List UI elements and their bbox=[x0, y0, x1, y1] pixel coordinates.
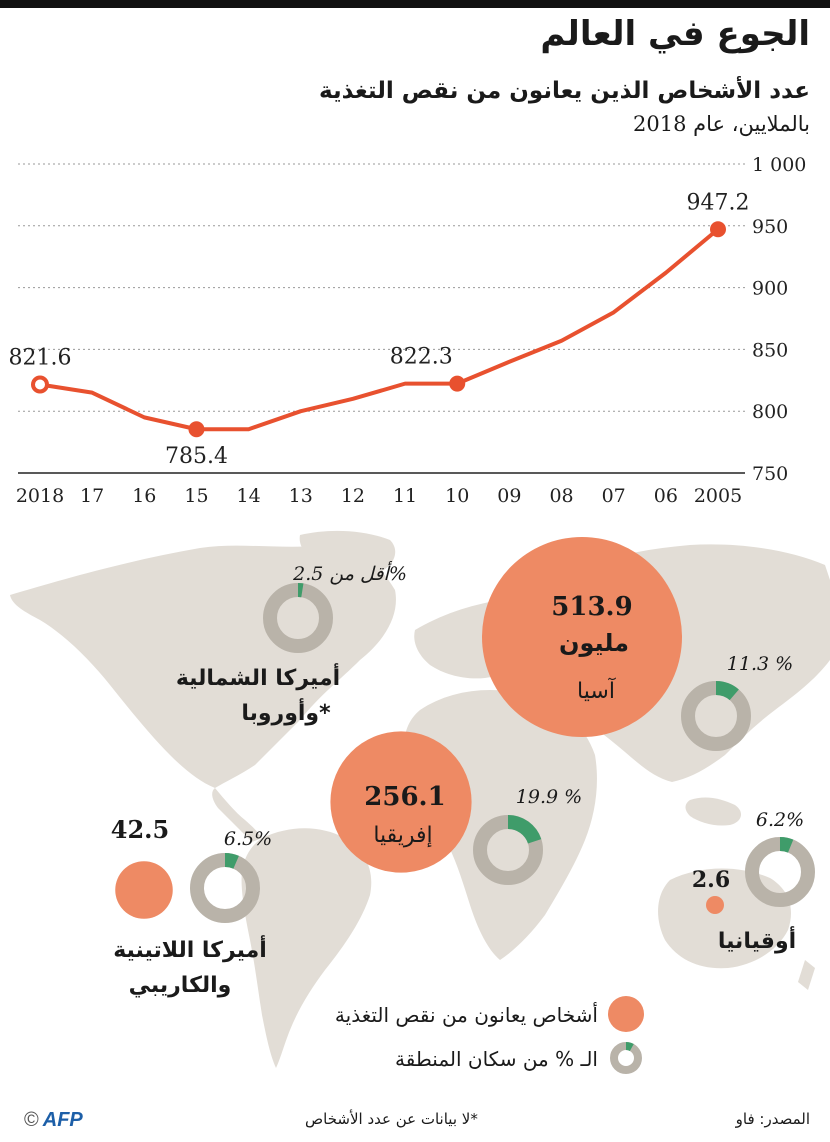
bubble-oceania bbox=[706, 896, 724, 914]
logo-text: AFP bbox=[42, 1109, 83, 1131]
latin-america-value: 42.5 bbox=[111, 815, 169, 844]
north-america-europe-share-label: أقل من 2.5% bbox=[292, 561, 407, 585]
data-label: 822.3 bbox=[390, 345, 453, 370]
data-point bbox=[31, 375, 49, 394]
x-tick-label: 06 bbox=[654, 485, 678, 507]
oceania-donut-share bbox=[745, 837, 815, 907]
line-chart: 750 800 850 900 950 1 000 2005 06 07 08 09 10 11 12 13… bbox=[9, 154, 807, 507]
data-label: 821.6 bbox=[9, 346, 72, 371]
latin-america-share-label: 6.5% bbox=[224, 828, 272, 850]
data-point bbox=[188, 421, 205, 438]
page-title: الجوع في العالم bbox=[540, 14, 810, 54]
data-label: 947.2 bbox=[687, 190, 750, 215]
latin-america-donut-share bbox=[190, 853, 260, 923]
africa-value: 256.1 bbox=[364, 782, 445, 812]
africa-donut-share bbox=[473, 815, 543, 885]
copyright-symbol: © bbox=[24, 1109, 39, 1131]
bubble-asia bbox=[482, 537, 682, 737]
oceania-name: أوقيانيا bbox=[718, 925, 796, 954]
footnote: *لا بيانات عن عدد الأشخاص bbox=[305, 1110, 478, 1128]
bubble-latin-america bbox=[115, 861, 173, 919]
x-tick-label: 08 bbox=[549, 485, 573, 507]
oceania-value: 2.6 bbox=[692, 867, 730, 893]
x-tick-label: 14 bbox=[237, 485, 261, 507]
x-tick-label: 15 bbox=[184, 485, 208, 507]
north-america-europe-name: أميركا الشمالية bbox=[176, 662, 340, 691]
legend-donut-label: الـ % من سكان المنطقة bbox=[395, 1047, 598, 1071]
oceania-share-label: 6.2% bbox=[756, 809, 804, 831]
y-tick-label: 800 bbox=[752, 401, 788, 423]
y-tick-label: 950 bbox=[752, 216, 788, 238]
afp-logo: © AFP bbox=[24, 1109, 83, 1132]
africa-share-label: 19.9 % bbox=[516, 786, 582, 808]
data-point bbox=[449, 375, 466, 392]
chart-subtitle: عدد الأشخاص الذين يعانون من نقص التغذية bbox=[319, 78, 810, 104]
chart-unit: بالملايين، عام 2018 bbox=[633, 112, 810, 136]
asia-value: 513.9 bbox=[551, 592, 632, 622]
top-rule bbox=[0, 0, 830, 8]
x-tick-label: 2018 bbox=[16, 485, 64, 507]
bubble-map: 513.9 مليون آسيا 11.3 % 256.1 إفريقيا 19.9 % 42… bbox=[10, 530, 830, 1074]
latin-america-name-line2: والكاريبي bbox=[129, 973, 232, 998]
data-point bbox=[710, 221, 726, 238]
x-tick-label: 12 bbox=[341, 485, 365, 507]
y-tick-label: 1 000 bbox=[752, 154, 806, 176]
y-tick-label: 900 bbox=[752, 278, 788, 300]
x-tick-label: 2005 bbox=[694, 485, 742, 507]
series-line bbox=[38, 227, 720, 432]
asia-donut-share bbox=[681, 681, 751, 751]
x-tick-label: 13 bbox=[289, 485, 313, 507]
y-tick-label: 750 bbox=[752, 463, 788, 485]
legend-donut-ring bbox=[610, 1042, 642, 1074]
legend-donut-share bbox=[610, 1042, 642, 1074]
x-tick-label: 11 bbox=[393, 485, 417, 507]
asia-share-label: 11.3 % bbox=[727, 653, 793, 675]
x-tick-label: 10 bbox=[445, 485, 469, 507]
x-tick-label: 09 bbox=[497, 485, 521, 507]
source-note: المصدر: فاو bbox=[735, 1110, 810, 1128]
x-tick-label: 07 bbox=[602, 485, 626, 507]
x-tick-label: 17 bbox=[80, 485, 104, 507]
data-label: 785.4 bbox=[165, 444, 228, 469]
x-tick-label: 16 bbox=[132, 485, 156, 507]
legend-bubble-swatch bbox=[608, 996, 644, 1032]
latin-america-name: أميركا اللاتينية bbox=[113, 934, 267, 963]
north-america-europe-donut-share bbox=[263, 583, 333, 653]
bubble-africa bbox=[330, 731, 472, 873]
y-tick-label: 850 bbox=[752, 339, 788, 361]
asia-name: آسيا bbox=[577, 677, 616, 704]
asia-suffix: مليون bbox=[559, 629, 629, 657]
legend-bubble-label: أشخاص يعانون من نقص التغذية bbox=[335, 1002, 598, 1027]
africa-name: إفريقيا bbox=[373, 823, 432, 848]
north-america-europe-name-line2: وأوروبا* bbox=[241, 697, 331, 726]
